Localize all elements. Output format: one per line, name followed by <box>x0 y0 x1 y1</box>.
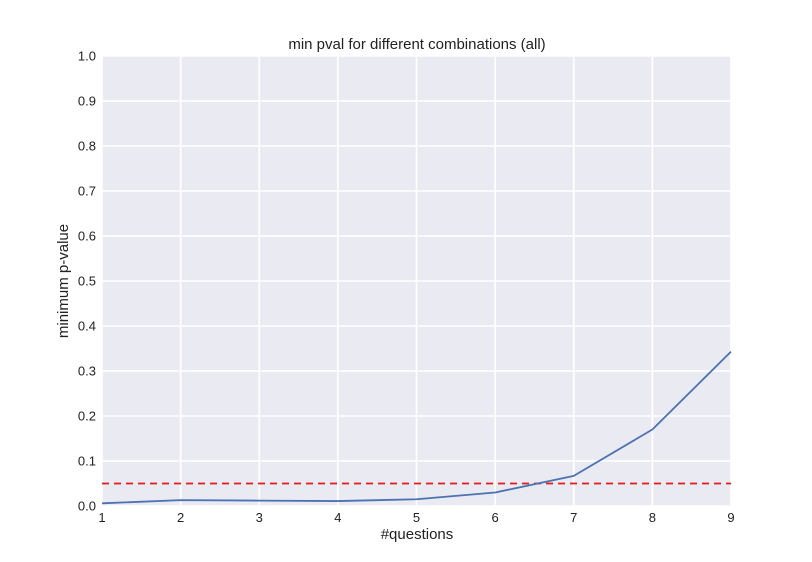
y-tick-label: 0.8 <box>78 139 96 154</box>
y-tick-label: 0.5 <box>78 274 96 289</box>
y-tick-label: 0.2 <box>78 409 96 424</box>
x-tick-label: 2 <box>177 510 184 525</box>
x-axis-label: #questions <box>381 526 454 543</box>
y-tick-label: 0.9 <box>78 94 96 109</box>
y-tick-label: 1.0 <box>78 49 96 64</box>
y-tick-label: 0.7 <box>78 184 96 199</box>
x-axis-ticks: 1 2 3 4 5 6 7 8 9 <box>98 510 734 525</box>
x-tick-label: 7 <box>570 510 577 525</box>
gridlines <box>101 55 732 507</box>
y-tick-label: 0.6 <box>78 229 96 244</box>
y-tick-label: 0.1 <box>78 454 96 469</box>
x-tick-label: 8 <box>649 510 656 525</box>
x-tick-label: 4 <box>334 510 341 525</box>
x-tick-label: 5 <box>413 510 420 525</box>
x-tick-label: 6 <box>492 510 499 525</box>
x-tick-label: 9 <box>727 510 734 525</box>
x-tick-label: 3 <box>256 510 263 525</box>
y-axis-ticks: 0.0 0.1 0.2 0.3 0.4 0.5 0.6 0.7 0.8 0.9 1.0 <box>78 49 96 514</box>
y-axis-label: minimum p-value <box>55 224 72 338</box>
y-tick-label: 0.3 <box>78 364 96 379</box>
y-tick-label: 0.0 <box>78 499 96 514</box>
x-tick-label: 1 <box>98 510 105 525</box>
chart-title: min pval for different combinations (all… <box>288 36 545 53</box>
data-series <box>101 351 732 505</box>
y-tick-label: 0.4 <box>78 319 96 334</box>
